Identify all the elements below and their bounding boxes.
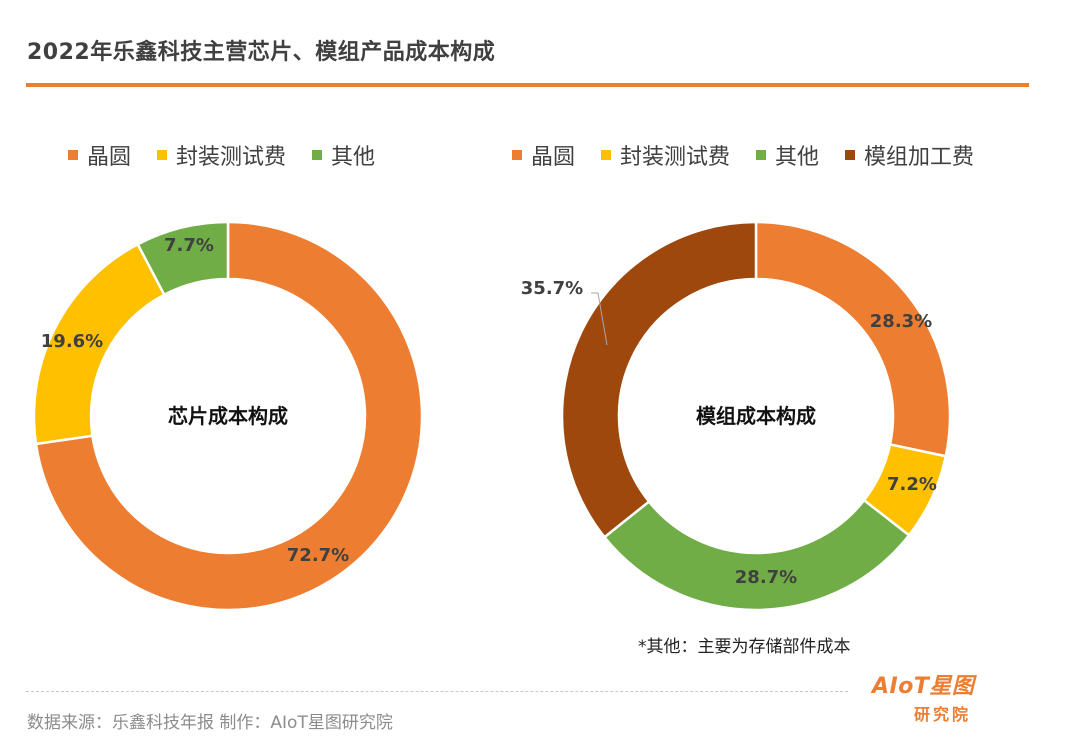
chip-legend: 晶圆 封装测试费 其他	[68, 139, 401, 171]
data-label-module-processing: 35.7%	[521, 278, 583, 299]
legend-label: 晶圆	[531, 145, 576, 170]
footer-divider	[26, 691, 848, 692]
data-label-other: 28.7%	[735, 567, 797, 588]
donut-slice-other	[602, 498, 911, 612]
legend-label: 模组加工费	[864, 145, 975, 170]
data-label-other: 7.7%	[164, 235, 214, 256]
donut-center-label: 芯片成本构成	[168, 404, 288, 428]
donut-slice-module-processing	[560, 220, 758, 539]
data-label-wafer: 28.3%	[870, 311, 932, 332]
legend-label: 封装测试费	[620, 145, 731, 170]
donut-slice-wafer	[34, 220, 424, 612]
donut-center-label: 模组成本构成	[696, 404, 816, 428]
data-label-packaging: 19.6%	[41, 331, 103, 352]
chart-title: 2022年乐鑫科技主营芯片、模组产品成本构成	[27, 40, 496, 65]
logo-subtext: 研究院	[914, 705, 972, 724]
legend-swatch-other	[312, 150, 323, 160]
chip-donut: 72.7% 19.6% 7.7% 芯片成本构成	[32, 220, 424, 612]
legend-swatch-packaging	[601, 150, 612, 160]
legend-label: 封装测试费	[176, 145, 287, 170]
donut-slice-other	[136, 220, 230, 297]
legend-item-wafer: 晶圆	[68, 139, 131, 171]
legend-item-other: 其他	[312, 139, 375, 171]
data-label-wafer: 72.7%	[287, 545, 349, 566]
legend-label: 其他	[775, 145, 820, 170]
label-leader-line	[591, 292, 608, 346]
legend-label: 晶圆	[87, 145, 132, 170]
legend-item-packaging: 封装测试费	[601, 139, 730, 171]
module-donut: 28.3% 7.2% 28.7% 35.7% 模组成本构成	[521, 220, 952, 612]
legend-label: 其他	[331, 145, 376, 170]
legend-swatch-wafer	[512, 150, 522, 160]
brand-logo: AIoT星图 研究院	[872, 668, 1012, 728]
legend-swatch-wafer	[68, 150, 78, 160]
footnote: *其他：主要为存储部件成本	[638, 637, 851, 657]
module-legend: 晶圆 封装测试费 其他 模组加工费	[512, 139, 1000, 171]
title-underline	[26, 83, 1029, 87]
legend-item-module-processing: 模组加工费	[845, 139, 974, 171]
legend-swatch-module-processing	[845, 150, 856, 160]
legend-item-wafer: 晶圆	[512, 139, 575, 171]
legend-item-other: 其他	[756, 139, 819, 171]
legend-swatch-other	[756, 150, 767, 160]
data-label-packaging: 7.2%	[887, 474, 937, 495]
legend-item-packaging: 封装测试费	[157, 139, 286, 171]
logo-text: AIoT星图	[872, 674, 975, 699]
legend-swatch-packaging	[157, 150, 168, 160]
source-note: 数据来源：乐鑫科技年报 制作：AIoT星图研究院	[27, 713, 393, 733]
